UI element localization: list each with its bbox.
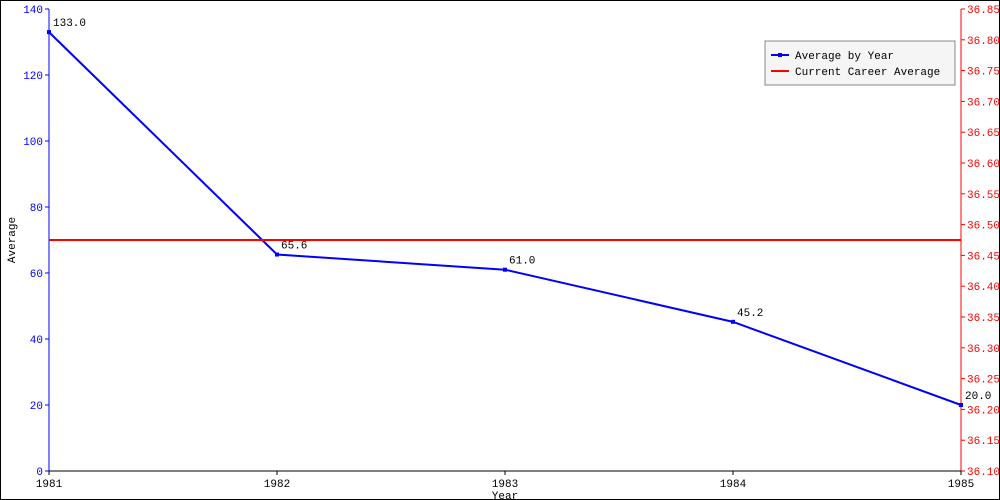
y-right-tick-label: 36.85 [967,5,999,17]
y-left-tick-label: 20 [30,401,43,413]
x-tick-label: 1984 [720,479,747,491]
y-right-tick-label: 36.65 [967,128,999,140]
y-left-tick-label: 60 [30,269,43,281]
x-axis-title: Year [492,491,518,499]
x-tick-label: 1982 [264,479,290,491]
x-tick-label: 1981 [36,479,63,491]
y-right-tick-label: 36.80 [967,36,999,48]
y-left-tick-label: 80 [30,203,43,215]
y-right-tick-label: 36.15 [967,436,999,448]
y-left-tick-label: 140 [23,5,43,17]
series-marker [959,403,963,407]
point-label: 45.2 [737,308,763,320]
y-right-tick-label: 36.75 [967,67,999,79]
x-tick-label: 1985 [948,479,974,491]
x-tick-label: 1983 [492,479,518,491]
y-left-axis-title: Average [7,217,19,263]
y-right-tick-label: 36.45 [967,251,999,263]
y-left-tick-label: 100 [23,137,43,149]
legend-label: Current Career Average [795,67,940,79]
y-right-tick-label: 36.30 [967,344,999,356]
series-marker [47,30,51,34]
series-marker [275,253,279,257]
y-right-tick-label: 36.40 [967,282,999,294]
series-marker [503,268,507,272]
y-left-tick-label: 40 [30,335,43,347]
point-label: 65.6 [281,241,307,253]
y-right-tick-label: 36.10 [967,467,999,479]
y-right-tick-label: 36.60 [967,159,999,171]
y-right-tick-label: 36.50 [967,221,999,233]
y-right-tick-label: 36.20 [967,405,999,417]
y-left-tick-label: 0 [36,467,43,479]
y-right-tick-label: 36.70 [967,97,999,109]
series-marker [731,320,735,324]
dual-axis-line-chart: 0 20 40 60 80 100 120 140 36.10 36.15 36.20 36.25 36… [0,0,1000,500]
point-label: 133.0 [53,18,86,30]
legend-label: Average by Year [795,51,894,63]
chart-svg: 0 20 40 60 80 100 120 140 36.10 36.15 36.20 36.25 36… [1,1,999,499]
point-label: 61.0 [509,256,535,268]
y-right-tick-label: 36.55 [967,190,999,202]
series-line [49,32,961,405]
y-left-tick-label: 120 [23,71,43,83]
point-label: 20.0 [965,391,991,403]
y-right-tick-label: 36.35 [967,313,999,325]
y-right-tick-label: 36.25 [967,375,999,387]
